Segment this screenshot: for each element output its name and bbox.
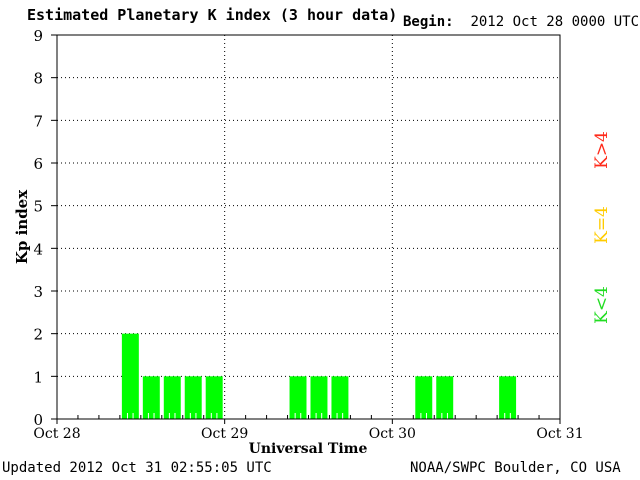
legend-item: K=4	[592, 206, 612, 244]
grid-lines	[57, 35, 560, 419]
x-axis-label: Universal Time	[249, 441, 368, 457]
kp-bar	[436, 376, 454, 419]
kp-bar	[310, 376, 328, 419]
bars	[121, 333, 517, 419]
chart-title: Estimated Planetary K index (3 hour data…	[27, 6, 398, 24]
y-axis-ticks: 0 1 2 3 4 5 6 7 8 9	[33, 27, 57, 429]
kp-bar	[205, 376, 223, 419]
begin-value: 2012 Oct 28 0000 UTC	[470, 14, 640, 30]
kp-bar	[415, 376, 433, 419]
kp-bar	[289, 376, 307, 419]
x-tick-label: Oct 31	[536, 426, 583, 442]
legend: K>4 K=4 K<4	[590, 110, 614, 324]
x-tick-label: Oct 29	[201, 426, 248, 442]
legend-item: K>4	[592, 131, 612, 169]
x-tick-label: Oct 30	[369, 426, 416, 442]
kp-bar	[163, 376, 181, 419]
x-tick-label: Oct 28	[33, 426, 80, 442]
y-tick-label: 8	[33, 70, 43, 88]
kp-bar	[499, 376, 517, 419]
begin-date: Begin: 2012 Oct 28 0000 UTC	[403, 14, 639, 30]
y-tick-label: 9	[33, 27, 43, 45]
y-tick-label: 6	[33, 155, 43, 173]
x-axis-ticks: Oct 28 Oct 29 Oct 30 Oct 31	[33, 415, 584, 442]
legend-item: K<4	[592, 286, 612, 324]
y-tick-label: 7	[33, 112, 43, 130]
y-tick-label: 4	[33, 240, 43, 258]
begin-label: Begin:	[403, 14, 454, 30]
kp-bar	[121, 333, 139, 419]
plot-frame	[56, 34, 561, 420]
y-tick-label: 1	[33, 368, 43, 386]
y-axis-label: Kp index	[13, 189, 31, 264]
kp-bar	[142, 376, 160, 419]
credit-text: NOAA/SWPC Boulder, CO USA	[410, 460, 621, 476]
updated-timestamp: Updated 2012 Oct 31 02:55:05 UTC	[2, 460, 272, 476]
kp-bar	[184, 376, 202, 419]
y-tick-label: 5	[33, 198, 43, 216]
y-tick-label: 3	[33, 283, 43, 301]
y-tick-label: 2	[33, 326, 43, 344]
kp-bar	[331, 376, 349, 419]
y-tick-label: 0	[33, 411, 43, 429]
